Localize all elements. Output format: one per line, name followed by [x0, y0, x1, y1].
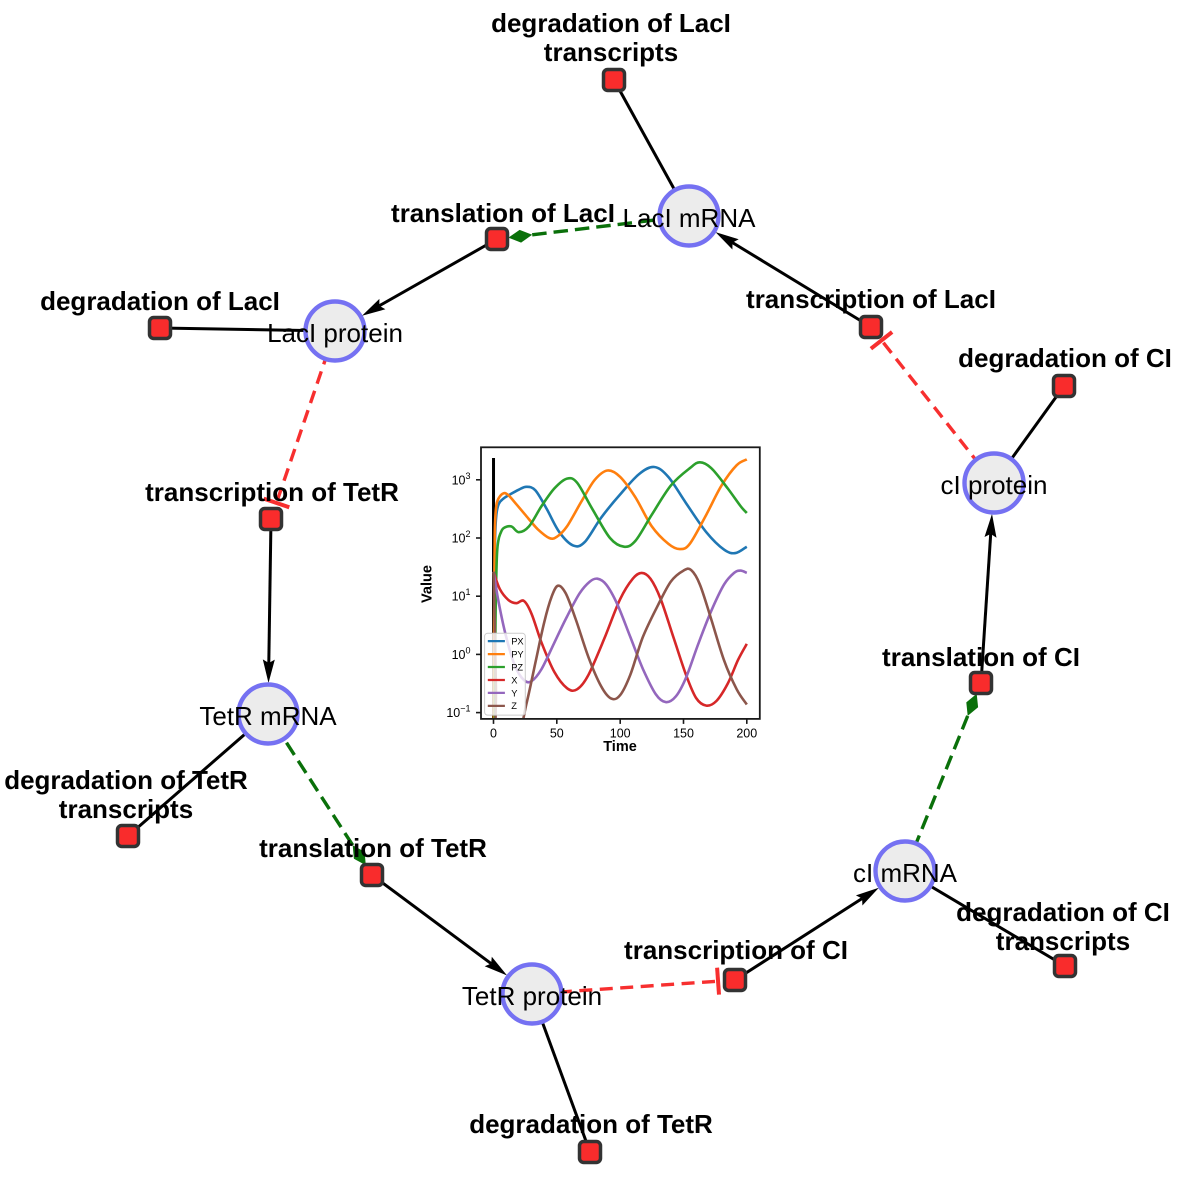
svg-text:transcripts: transcripts	[59, 794, 193, 824]
svg-text:PX: PX	[511, 637, 523, 647]
svg-text:Time: Time	[603, 739, 637, 755]
svg-text:200: 200	[736, 726, 757, 740]
svg-text:100: 100	[610, 726, 631, 740]
svg-text:TetR mRNA: TetR mRNA	[199, 701, 337, 731]
svg-text:cI mRNA: cI mRNA	[853, 858, 958, 888]
svg-text:degradation of LacI: degradation of LacI	[40, 286, 280, 316]
svg-text:degradation of TetR: degradation of TetR	[4, 765, 248, 795]
svg-text:50: 50	[550, 726, 564, 740]
svg-text:transcription of LacI: transcription of LacI	[746, 284, 996, 314]
svg-text:LacI protein: LacI protein	[267, 318, 403, 348]
svg-text:Z: Z	[511, 701, 517, 711]
svg-text:X: X	[511, 675, 517, 685]
svg-text:Value: Value	[420, 565, 436, 603]
svg-text:translation of TetR: translation of TetR	[259, 833, 487, 863]
svg-text:transcription of CI: transcription of CI	[624, 935, 848, 965]
svg-text:translation of CI: translation of CI	[882, 642, 1080, 672]
svg-text:degradation of CI: degradation of CI	[956, 897, 1170, 927]
svg-text:150: 150	[673, 726, 694, 740]
svg-text:transcripts: transcripts	[996, 926, 1130, 956]
svg-text:cI protein: cI protein	[941, 470, 1048, 500]
svg-text:LacI mRNA: LacI mRNA	[623, 203, 757, 233]
svg-text:Y: Y	[511, 688, 517, 698]
svg-text:PZ: PZ	[511, 662, 523, 672]
svg-text:PY: PY	[511, 650, 523, 660]
svg-text:degradation of CI: degradation of CI	[958, 343, 1172, 373]
svg-text:translation of LacI: translation of LacI	[391, 198, 615, 228]
svg-text:TetR protein: TetR protein	[462, 981, 602, 1011]
svg-text:transcription of TetR: transcription of TetR	[145, 477, 399, 507]
svg-text:transcripts: transcripts	[544, 37, 678, 67]
svg-text:degradation of TetR: degradation of TetR	[469, 1109, 713, 1139]
svg-text:0: 0	[490, 726, 497, 740]
svg-text:degradation of LacI: degradation of LacI	[491, 8, 731, 38]
